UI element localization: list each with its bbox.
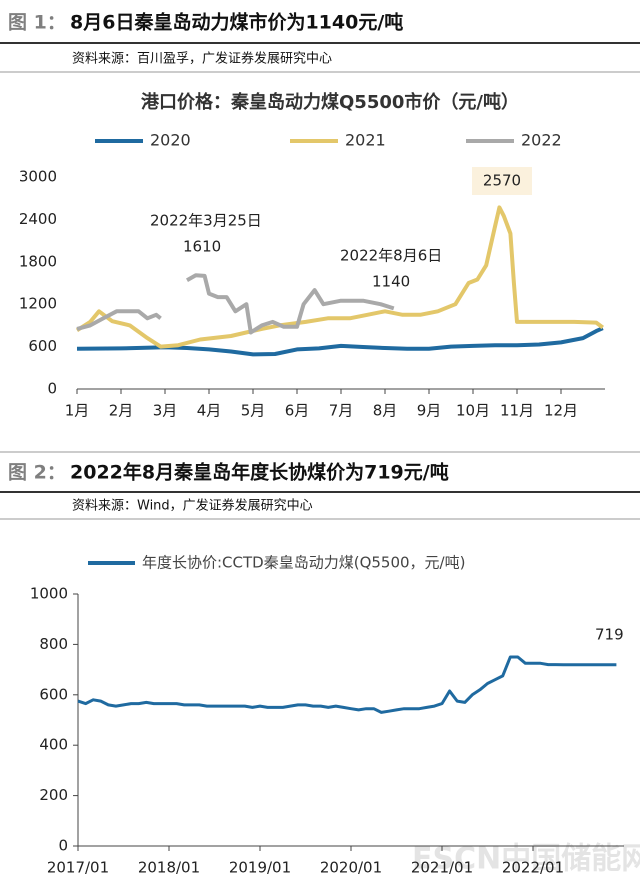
annotation: 2022年3月25日 (150, 212, 262, 230)
y-tick-label: 0 (47, 380, 57, 398)
header-rule (0, 42, 640, 44)
y-tick-label: 200 (39, 786, 68, 804)
x-tick-label: 2月 (109, 402, 134, 420)
x-tick-label: 2020/01 (320, 859, 382, 877)
y-tick-label: 1000 (30, 585, 68, 603)
figure-source: 资料来源：Wind，广发证券发展研究中心 (72, 498, 313, 514)
y-tick-label: 1800 (19, 252, 57, 270)
x-tick-label: 12月 (544, 402, 578, 420)
annotation: 719 (595, 626, 624, 644)
figure-title: 2022年8月秦皇岛年度长协煤价为719元/吨 (70, 461, 449, 484)
legend-label: 2022 (521, 131, 562, 150)
header-rule (0, 491, 640, 493)
series-line (76, 326, 604, 357)
x-tick-label: 2018/01 (138, 859, 200, 877)
legend-label: 2020 (150, 131, 191, 150)
x-tick-label: 8月 (373, 402, 398, 420)
figure-title: 8月6日秦皇岛动力煤市价为1140元/吨 (70, 11, 403, 34)
annotation: 1610 (183, 238, 221, 256)
x-tick-label: 11月 (500, 402, 534, 420)
series-line (77, 655, 617, 714)
figure-label: 图 1： (8, 12, 66, 34)
y-tick-label: 3000 (19, 168, 57, 186)
annotation-box (472, 167, 532, 195)
x-tick-label: 9月 (417, 402, 442, 420)
annotation: 2570 (483, 172, 521, 190)
x-tick-label: 2021/01 (411, 859, 473, 877)
x-tick-label: 2019/01 (229, 859, 291, 877)
x-tick-label: 4月 (197, 402, 222, 420)
series-line (75, 205, 604, 349)
figure-label: 图 2： (8, 462, 66, 484)
x-tick-label: 6月 (285, 402, 310, 420)
y-tick-label: 800 (39, 635, 68, 653)
x-tick-label: 7月 (329, 402, 354, 420)
y-tick-label: 600 (28, 337, 57, 355)
legend-label: 年度长协价:CCTD秦皇岛动力煤(Q5500，元/吨) (142, 554, 465, 572)
annotation: 1140 (372, 273, 410, 291)
y-tick-label: 0 (58, 837, 68, 855)
x-tick-label: 1月 (65, 402, 90, 420)
x-tick-label: 2022/01 (502, 859, 564, 877)
x-tick-label: 2017/01 (47, 859, 109, 877)
x-tick-label: 5月 (241, 402, 266, 420)
y-tick-label: 1200 (19, 295, 57, 313)
annotation: 2022年8月6日 (340, 247, 442, 265)
legend-label: 2021 (345, 131, 386, 150)
watermark: ESCN中国储能网 (412, 842, 640, 877)
chart-title: 港口价格：秦皇岛动力煤Q5500市价（元/吨） (141, 91, 519, 113)
y-tick-label: 400 (39, 736, 68, 754)
x-tick-label: 10月 (456, 402, 490, 420)
figure-source: 资料来源：百川盈孚，广发证券发展研究中心 (72, 51, 332, 67)
y-tick-label: 2400 (19, 210, 57, 228)
series-line (76, 273, 395, 335)
y-tick-label: 600 (39, 685, 68, 703)
x-tick-label: 3月 (153, 402, 178, 420)
